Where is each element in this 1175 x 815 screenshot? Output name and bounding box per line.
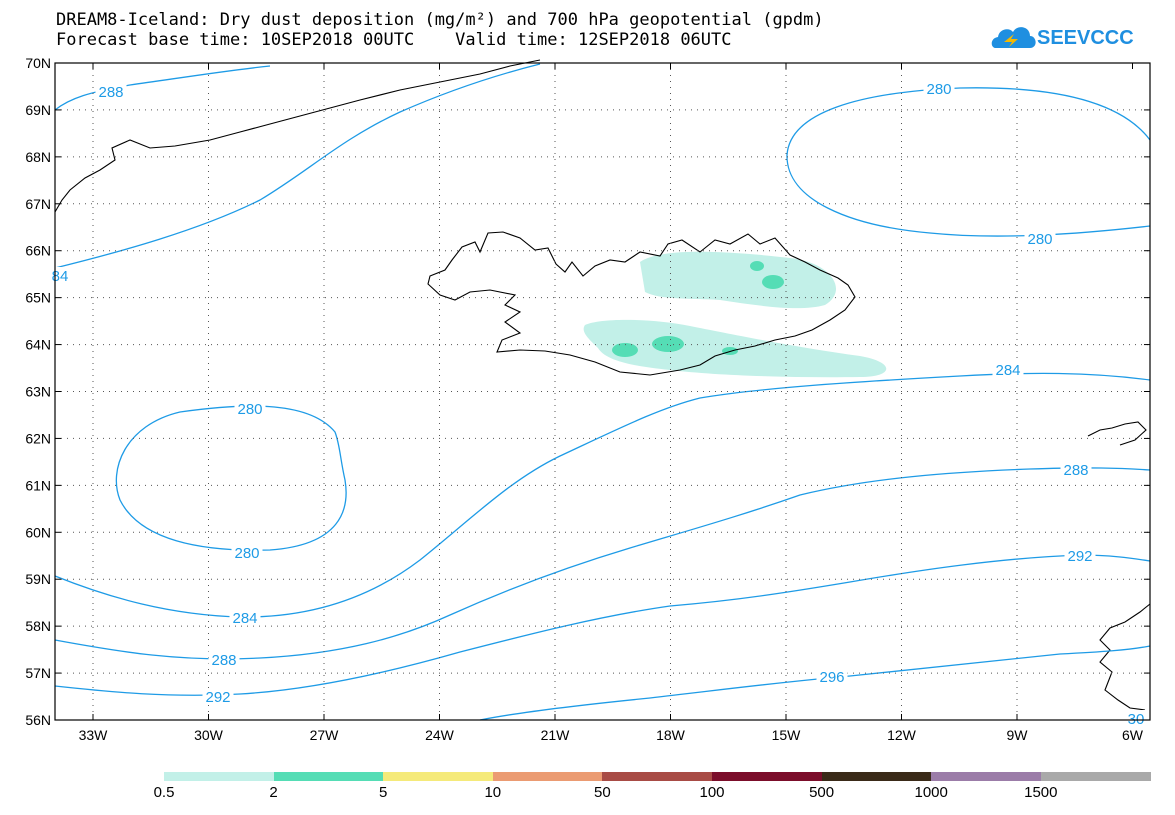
- contour-label: 284: [995, 362, 1020, 379]
- axis-labels: 70N 69N 68N 67N 66N 65N 64N 63N 62N 61N 60N 59N 58N 5…: [25, 55, 1143, 743]
- lat-label: 62N: [25, 430, 51, 446]
- contour-label: 280: [234, 545, 259, 562]
- lat-label: 69N: [25, 102, 51, 118]
- colorbar-label: 10: [484, 784, 502, 801]
- colorbar-segment: [1040, 772, 1151, 781]
- colorbar-segment: [931, 772, 1042, 781]
- contour-label-bg: [1125, 710, 1147, 726]
- lon-label: 9W: [1007, 727, 1029, 743]
- lat-label: 64N: [25, 337, 51, 353]
- contour-label: 280: [926, 81, 951, 98]
- map-frame: [54, 62, 1151, 721]
- lat-label: 67N: [25, 196, 51, 212]
- lat-label: 66N: [25, 243, 51, 259]
- contour-label: 292: [1067, 548, 1092, 565]
- coastline-iceland: [427, 231, 856, 376]
- lat-label: 61N: [25, 477, 51, 493]
- contour-label-bg: [1064, 547, 1096, 563]
- contour-label-bg: [1024, 230, 1056, 246]
- contour-label-bg: [992, 361, 1024, 377]
- colorbar-label: 0.5: [153, 784, 175, 801]
- contour-label: 292: [205, 689, 230, 706]
- map-title-line-2: Forecast base time: 10SEP2018 00UTC Vali…: [56, 30, 732, 50]
- logo-text: SEEVCCC: [1037, 27, 1134, 49]
- lon-label: 27W: [310, 727, 340, 743]
- contour-label: 288: [1063, 462, 1088, 479]
- lat-lon-grid: [55, 62, 1150, 721]
- lon-label: 12W: [887, 727, 917, 743]
- contour-label: 280: [237, 401, 262, 418]
- contour-label: 296: [819, 669, 844, 686]
- contour-label: 84: [52, 268, 69, 285]
- map-title-line-1: DREAM8-Iceland: Dry dust deposition (mg/…: [56, 10, 824, 30]
- contour-label: 288: [98, 84, 123, 101]
- colorbar-segment: [492, 772, 603, 781]
- colorbar-label: 500: [809, 784, 835, 801]
- contour-label-bg: [208, 651, 240, 667]
- contour-label: 284: [232, 610, 257, 627]
- lon-label: 18W: [656, 727, 686, 743]
- lat-label: 70N: [25, 55, 51, 71]
- lon-label: 24W: [425, 727, 455, 743]
- contour-label: 288: [211, 652, 236, 669]
- contour-label-bg: [923, 80, 955, 96]
- contour-label-bg: [202, 688, 234, 704]
- lon-label: 6W: [1122, 727, 1144, 743]
- contour-label-bg: [816, 668, 848, 684]
- seevccc-logo-cloud-icon: [991, 27, 1036, 48]
- contour-label-bg: [234, 400, 266, 416]
- colorbar-segment: [712, 772, 823, 781]
- lat-label: 58N: [25, 618, 51, 634]
- dust-deposition-shading: [583, 251, 887, 378]
- colorbar-label: 50: [594, 784, 611, 801]
- contour-label-bg: [1060, 461, 1092, 477]
- coastline-greenland: [54, 59, 541, 213]
- lon-label: 33W: [79, 727, 109, 743]
- lon-label: 30W: [194, 727, 224, 743]
- colorbar-segment: [273, 772, 384, 781]
- lat-label: 57N: [25, 665, 51, 681]
- contour-label-bg: [229, 609, 261, 625]
- colorbar-label: 2: [269, 784, 278, 801]
- lat-label: 68N: [25, 149, 51, 165]
- lat-label: 63N: [25, 384, 51, 400]
- colorbar-segment: [821, 772, 932, 781]
- contour-label-bg: [95, 83, 127, 99]
- contour-label: 280: [1027, 231, 1052, 248]
- lat-label: 56N: [25, 712, 51, 728]
- lat-label: 65N: [25, 290, 51, 306]
- contour-label-bg: [231, 544, 263, 560]
- coastline-norway: [1087, 421, 1151, 711]
- colorbar-segment: [602, 772, 713, 781]
- colorbar-segment: [383, 772, 494, 781]
- colorbar-label: 1000: [914, 784, 948, 801]
- lat-label: 59N: [25, 571, 51, 587]
- colorbar-label: 100: [699, 784, 725, 801]
- lon-label: 21W: [541, 727, 571, 743]
- lat-label: 60N: [25, 524, 51, 540]
- colorbar-label: 1500: [1024, 784, 1058, 801]
- colorbar-segment: [164, 772, 275, 781]
- lon-label: 15W: [772, 727, 802, 743]
- colorbar-label: 5: [379, 784, 388, 801]
